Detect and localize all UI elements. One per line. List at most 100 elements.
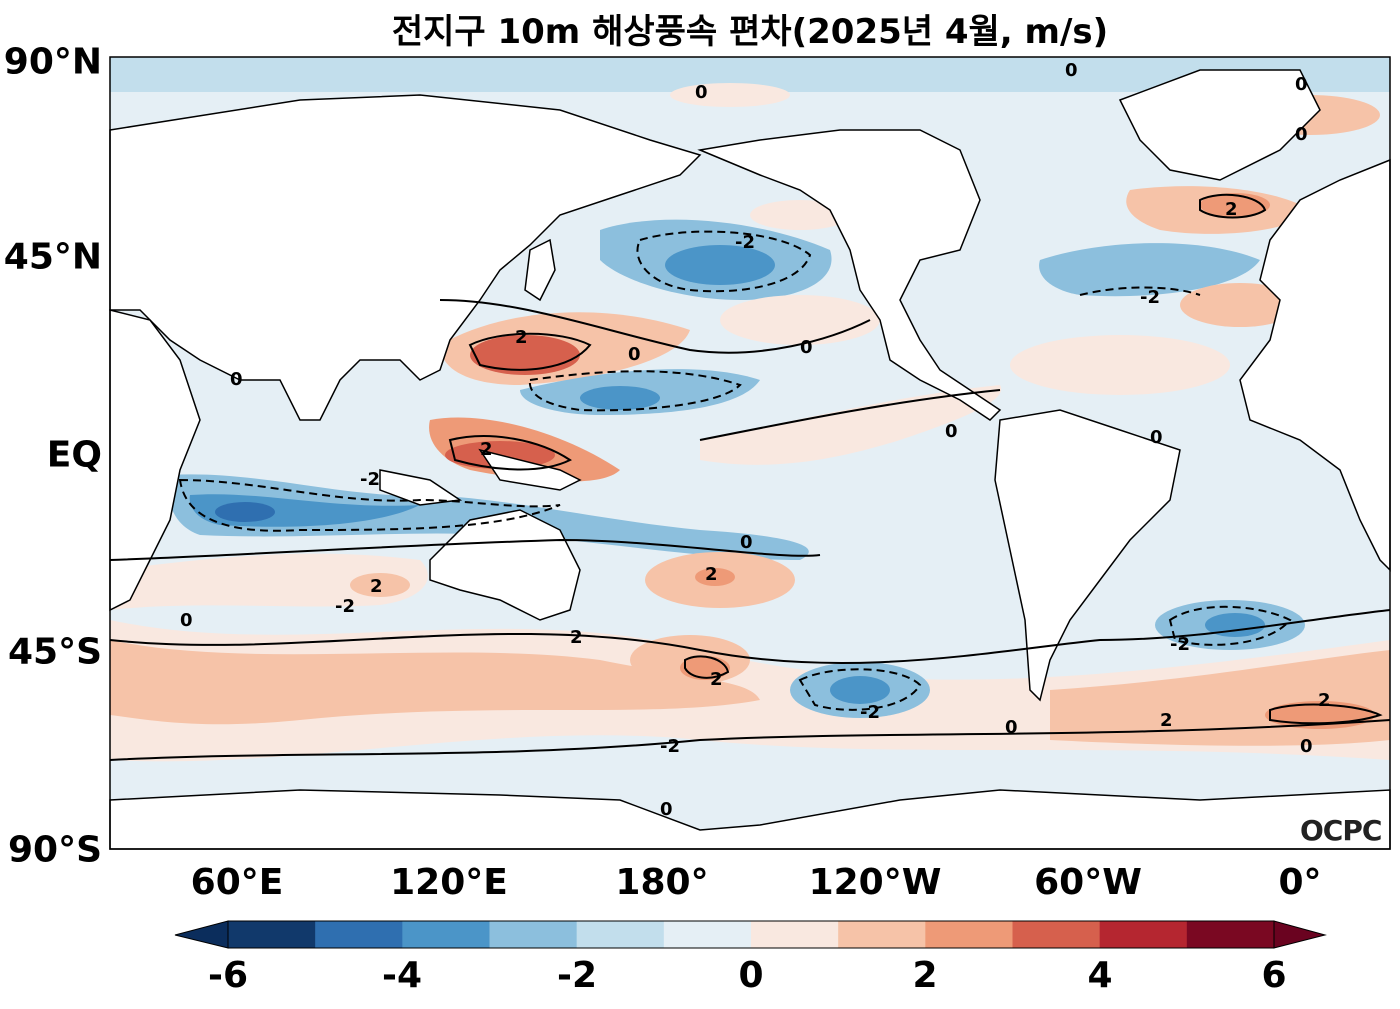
colorbar-box xyxy=(489,921,578,948)
contour-neg-two-central-pacific xyxy=(528,370,742,412)
colorbar-box xyxy=(1099,921,1188,948)
contour-neg-two-south-pacific xyxy=(798,668,922,711)
contour-labels: 0 0 0 0 0 0 0 0 0 0 0 0 0 0 2 2 2 2 2 2 … xyxy=(180,60,1331,820)
colorbar-box xyxy=(838,921,926,948)
ocpc-logo: OCPC xyxy=(1300,814,1382,847)
contour-label: 2 xyxy=(705,564,718,585)
y-tick-label: 90°N xyxy=(3,41,102,83)
anomaly-south-pacific-core xyxy=(830,676,890,704)
land-eurasia xyxy=(109,94,702,421)
contour-zero-east-pacific xyxy=(699,389,1001,441)
colorbar-boxes xyxy=(228,921,1275,948)
colorbar-tick-label: -2 xyxy=(557,955,597,996)
contour-label: 2 xyxy=(480,439,493,460)
contour-label: 2 xyxy=(515,327,528,348)
anomaly-midlat-atlantic-positive xyxy=(1180,283,1300,327)
y-tick-label: 45°N xyxy=(3,236,102,278)
land-australia xyxy=(429,509,581,621)
colorbar-box xyxy=(751,921,839,948)
colorbar-box xyxy=(315,921,403,948)
land-south-america xyxy=(994,409,1181,702)
colorbar-tick-label: 2 xyxy=(912,955,938,996)
contour-label: 2 xyxy=(370,576,383,597)
contour-label: 0 xyxy=(1150,427,1163,448)
colorbar xyxy=(174,920,1327,949)
anomaly-north-pacific-core xyxy=(665,245,775,285)
contour-label: 0 xyxy=(740,532,753,553)
contour-label: 0 xyxy=(1300,736,1313,757)
anomaly-southern-positive-2 xyxy=(110,640,760,725)
contour-two-wnp xyxy=(468,332,592,371)
x-tick-label: 120°W xyxy=(808,862,942,903)
y-tick-label: 45°S xyxy=(7,631,102,673)
land-europe-west xyxy=(1239,158,1391,572)
colorbar-box xyxy=(1186,921,1275,948)
map-title: 전지구 10m 해상풍속 편차(2025년 4월, m/s) xyxy=(391,12,1109,52)
contour-zero-southern xyxy=(109,609,1391,664)
anomaly-indian-negative-peak xyxy=(215,502,275,522)
land-masses xyxy=(109,69,1391,850)
land-japan xyxy=(524,238,556,302)
contour-two-tasman xyxy=(684,655,730,679)
contour-label: 2 xyxy=(710,669,723,690)
contour-label: 0 xyxy=(1295,124,1308,145)
anomaly-east-pacific-positive xyxy=(700,385,1002,465)
contour-neg-two-atlantic xyxy=(1079,286,1201,296)
land-africa-east xyxy=(109,309,201,612)
colorbar-box xyxy=(1012,921,1101,948)
contour-two-maritime xyxy=(448,435,572,471)
colorbar-tick-label: 4 xyxy=(1087,955,1113,996)
contour-label: -2 xyxy=(1140,287,1160,308)
contour-two-south-atlantic xyxy=(1269,703,1383,725)
map-frame xyxy=(109,56,1391,850)
contour-label: -2 xyxy=(335,596,355,617)
contour-neg-two-indian xyxy=(178,478,561,532)
colorbar-box xyxy=(402,921,490,948)
contour-label: 0 xyxy=(1295,74,1308,95)
contour-neg-two-north-pacific xyxy=(636,230,812,293)
contour-label: 0 xyxy=(180,610,193,631)
contour-label: 0 xyxy=(695,82,708,103)
contour-label: -2 xyxy=(360,469,380,490)
contour-label: 0 xyxy=(628,344,641,365)
land-greenland xyxy=(1118,69,1321,181)
contour-label: 0 xyxy=(660,799,673,820)
contour-label: -2 xyxy=(1170,634,1190,655)
anomaly-subtropical-core xyxy=(695,568,735,586)
colorbar-tick-label: 6 xyxy=(1261,955,1287,996)
colorbar-tick-label: -4 xyxy=(382,955,422,996)
contour-zero-south-indian xyxy=(109,538,821,561)
anomaly-subtropical-atlantic-positive xyxy=(1010,335,1230,395)
anomaly-south-indian-positive xyxy=(110,553,428,610)
contour-lines xyxy=(109,193,1391,761)
anomaly-wnp-core xyxy=(470,335,580,375)
contour-zero-antarctic xyxy=(109,719,1391,761)
contour-label: 2 xyxy=(1160,710,1173,731)
anomaly-north-atlantic-negative xyxy=(1039,243,1260,297)
y-tick-label: EQ xyxy=(46,434,102,476)
x-tick-label: 0° xyxy=(1278,862,1322,903)
contour-lines-negative xyxy=(178,230,1292,711)
land-north-america xyxy=(697,129,1002,421)
x-tick-label: 120°E xyxy=(390,862,508,903)
contour-zero-north-pacific xyxy=(439,299,871,354)
contour-label: 0 xyxy=(800,337,813,358)
colorbar-box xyxy=(576,921,665,948)
contour-label: 0 xyxy=(230,369,243,390)
x-tick-label: 60°W xyxy=(1034,862,1142,903)
contour-label: 0 xyxy=(1065,60,1078,81)
colorbar-box xyxy=(228,921,316,948)
anomaly-arctic-positive-2 xyxy=(670,83,790,107)
contour-label: 2 xyxy=(1225,199,1238,220)
y-tick-label: 90°S xyxy=(7,829,102,871)
colorbar-tick-label: 0 xyxy=(738,955,764,996)
colorbar-box xyxy=(925,921,1013,948)
x-tick-label: 180° xyxy=(615,862,709,903)
contour-label: -2 xyxy=(860,702,880,723)
land-indonesia xyxy=(379,469,463,506)
x-tick-label: 60°E xyxy=(190,862,284,903)
anomaly-south-atlantic-neg-core xyxy=(1205,613,1265,637)
contour-two-north-atlantic xyxy=(1199,193,1267,219)
contour-label: 2 xyxy=(1318,690,1331,711)
